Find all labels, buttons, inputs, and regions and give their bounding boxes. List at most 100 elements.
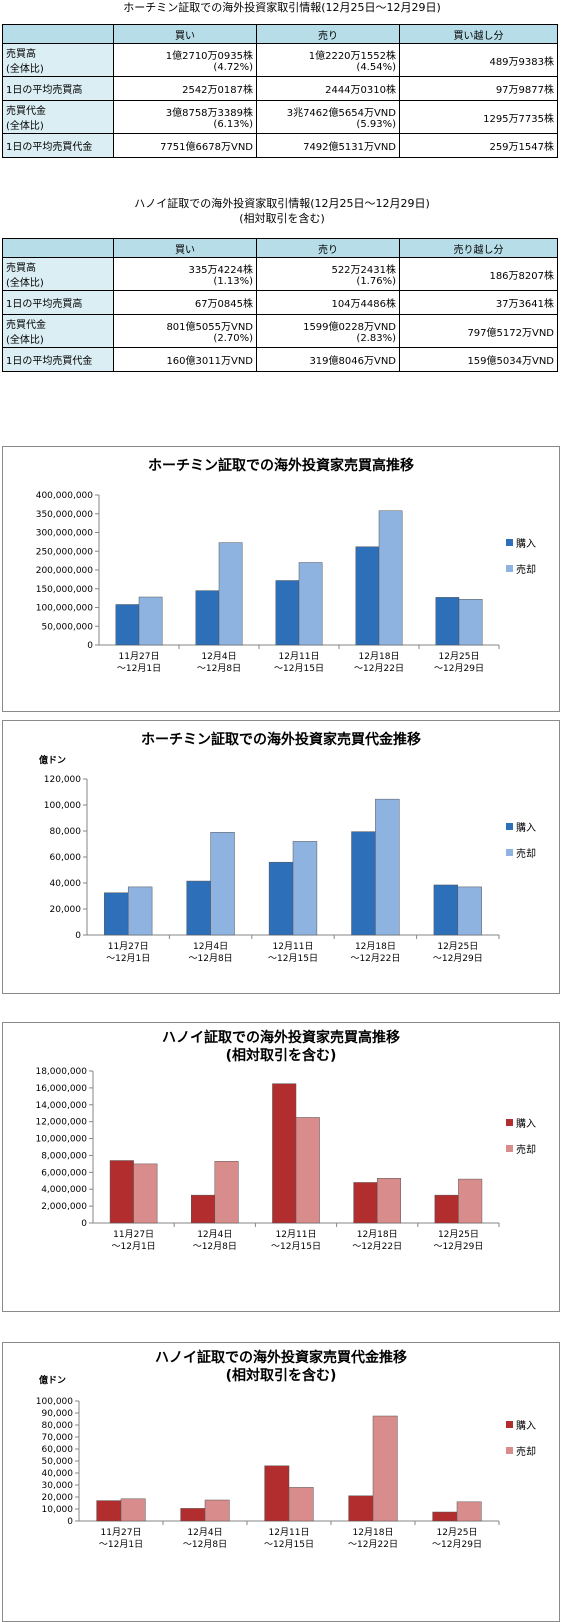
y-tick-label: 30,000 [42, 1481, 74, 1491]
cell-share: (4.54%) [356, 62, 396, 73]
bar-sell [458, 1178, 483, 1224]
cell-value: 7751億6678万VND [160, 142, 253, 153]
table-cell: 1295万7735株 [399, 100, 558, 134]
x-tick-label: 〜12月1日 [106, 953, 150, 964]
bar-sell [204, 1499, 230, 1522]
legend-label: 売却 [516, 1145, 536, 1156]
cell-value: 37万3641株 [495, 299, 554, 310]
legend-item: 購入 [506, 819, 536, 834]
y-tick-label: 60,000 [42, 1445, 74, 1455]
x-tick-label: 11月27日 [108, 941, 149, 952]
bar-buy [191, 1194, 216, 1224]
x-tick-label: 12月18日 [359, 651, 400, 662]
hn-trade-table: 買い 売り 売り越し分 売買高 (全体比) 335万4224株 (1.13%) 522万… [2, 238, 558, 372]
y-tick-label: 18,000,000 [35, 1067, 87, 1077]
y-tick-label: 300,000,000 [36, 529, 94, 539]
row-label-sub: (全体比) [6, 64, 44, 75]
row-label-main: 1日の平均売買高 [6, 299, 83, 310]
y-tick-label: 12,000,000 [35, 1118, 87, 1128]
cell-value: 1295万7735株 [483, 113, 554, 125]
table-cell: 1億2710万0935株 (4.72%) [113, 43, 257, 77]
cell-value: 3兆7462億5654万VND [286, 108, 396, 119]
y-tick-label: 0 [75, 931, 81, 941]
cell-share: (4.72%) [213, 62, 253, 73]
y-tick-label: 80,000 [50, 827, 82, 837]
y-tick-label: 120,000 [44, 775, 81, 785]
table-row: 売買高 (全体比) 335万4224株 (1.13%) 522万2431株 (1.76%)… [2, 257, 558, 291]
legend-swatch [506, 539, 513, 546]
bar-buy [104, 892, 129, 936]
y-tick-label: 200,000,000 [36, 566, 94, 576]
bar-buy [348, 1495, 374, 1522]
cell-value: 259万1547株 [489, 142, 554, 153]
table-cell: 3億8758万3389株 (6.13%) [113, 100, 257, 134]
cell-value: 797億5172万VND [467, 327, 554, 339]
y-axis-unit: 億ドン [39, 1376, 67, 1386]
header-cell-sell: 売り [256, 24, 400, 44]
chart-subtitle: (相対取引を含む) [225, 1368, 337, 1384]
cell-value: 335万4224株 [188, 265, 253, 276]
chart-title-line: ハノイ証取での海外投資家売買高推移 [162, 1030, 400, 1046]
row-label-main: 1日の平均売買代金 [6, 356, 93, 367]
legend-swatch [506, 1421, 513, 1428]
table-row: 1日の平均売買代金 7751億6678万VND 7492億5131万VND 259万1… [2, 133, 558, 158]
cell-value: 319億8046万VND [309, 356, 396, 367]
bar-buy [351, 831, 376, 936]
x-tick-label: 〜12月29日 [433, 953, 483, 964]
y-tick-label: 0 [81, 1219, 87, 1229]
x-tick-label: 12月18日 [357, 1229, 398, 1240]
legend-item: 売却 [506, 561, 536, 576]
x-tick-label: 〜12月29日 [432, 1539, 482, 1550]
chart-canvas: 0 20,000 40,000 60,000 80,000 100,000 120,000 1… [44, 775, 500, 964]
chart-title-line: ハノイ証取での海外投資家売買代金推移 [155, 1350, 407, 1366]
hcm-table-title: ホーチミン証取での海外投資家取引情報(12月25日〜12月29日) [123, 1, 441, 14]
x-tick-label: 12月25日 [437, 1527, 478, 1538]
table-cell: 3兆7462億5654万VND (5.93%) [256, 100, 400, 134]
bar-sell [378, 510, 403, 646]
table-row: 1日の平均売買高 67万0845株 104万4486株 37万3641株 [2, 290, 558, 315]
y-tick-label: 20,000 [42, 1493, 74, 1503]
x-tick-label: 〜12月15日 [264, 1539, 314, 1550]
x-tick-label: 12月18日 [355, 941, 396, 952]
bar-buy [353, 1182, 378, 1224]
legend-item: 購入 [506, 1417, 536, 1432]
row-label-main: 売買代金 [6, 320, 46, 331]
bar-buy [96, 1500, 122, 1522]
table-cell: 801億5055万VND (2.70%) [113, 314, 257, 348]
y-tick-label: 0 [87, 641, 93, 651]
chart-title: ホーチミン証取での海外投資家売買代金推移 [3, 731, 559, 749]
x-tick-label: 12月25日 [439, 651, 480, 662]
bar-buy [264, 1465, 290, 1522]
chart-title-line: ホーチミン証取での海外投資家売買代金推移 [141, 732, 421, 748]
row-label: 売買高 (全体比) [2, 43, 114, 77]
table-cell: 186万8207株 [399, 257, 558, 291]
x-tick-label: 〜12月1日 [99, 1539, 143, 1550]
y-tick-label: 6,000,000 [41, 1168, 87, 1178]
row-label: 売買代金 (全体比) [2, 314, 114, 348]
bar-sell [210, 832, 235, 936]
x-tick-label: 〜12月8日 [189, 953, 233, 964]
row-label-sub: (全体比) [6, 335, 44, 346]
bar-sell [218, 542, 243, 646]
y-tick-label: 14,000,000 [35, 1101, 87, 1111]
x-tick-label: 〜12月29日 [433, 1241, 483, 1252]
bar-sell [457, 886, 482, 936]
table-cell: 2542万0187株 [113, 76, 257, 101]
table-cell: 160億3011万VND [113, 347, 257, 372]
legend-item: 売却 [506, 1443, 536, 1458]
y-tick-label: 100,000,000 [36, 604, 94, 614]
legend-swatch [506, 823, 513, 830]
x-tick-label: 11月27日 [113, 1229, 154, 1240]
table-cell: 37万3641株 [399, 290, 558, 315]
cell-value: 1599億0228万VND [303, 322, 396, 333]
bar-sell [214, 1161, 239, 1224]
bar-buy [435, 597, 460, 646]
x-tick-label: 〜12月1日 [117, 663, 161, 674]
y-tick-label: 50,000 [42, 1457, 74, 1467]
x-tick-label: 12月25日 [437, 941, 478, 952]
cell-share: (6.13%) [213, 119, 253, 130]
row-label-main: 売買高 [6, 49, 36, 60]
chart-subtitle: (相対取引を含む) [225, 1048, 337, 1064]
cell-value: 2444万0310株 [325, 85, 396, 96]
header-cell-empty [2, 24, 114, 44]
